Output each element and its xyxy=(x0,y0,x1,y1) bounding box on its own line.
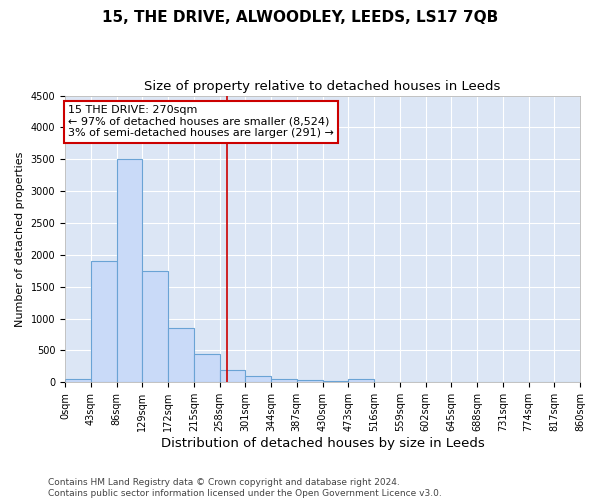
Text: 15, THE DRIVE, ALWOODLEY, LEEDS, LS17 7QB: 15, THE DRIVE, ALWOODLEY, LEEDS, LS17 7Q… xyxy=(102,10,498,25)
Bar xyxy=(116,160,142,382)
Bar xyxy=(91,262,116,382)
Title: Size of property relative to detached houses in Leeds: Size of property relative to detached ho… xyxy=(145,80,501,93)
Y-axis label: Number of detached properties: Number of detached properties xyxy=(15,152,25,326)
Bar xyxy=(142,271,168,382)
Bar xyxy=(245,376,271,382)
Text: 15 THE DRIVE: 270sqm
← 97% of detached houses are smaller (8,524)
3% of semi-det: 15 THE DRIVE: 270sqm ← 97% of detached h… xyxy=(68,105,334,138)
Bar xyxy=(323,381,348,382)
Text: Contains HM Land Registry data © Crown copyright and database right 2024.
Contai: Contains HM Land Registry data © Crown c… xyxy=(48,478,442,498)
Bar xyxy=(168,328,194,382)
Bar xyxy=(220,370,245,382)
Bar xyxy=(271,379,297,382)
Bar xyxy=(297,380,323,382)
Bar xyxy=(348,379,374,382)
Bar xyxy=(65,379,91,382)
Bar xyxy=(194,354,220,382)
X-axis label: Distribution of detached houses by size in Leeds: Distribution of detached houses by size … xyxy=(161,437,484,450)
